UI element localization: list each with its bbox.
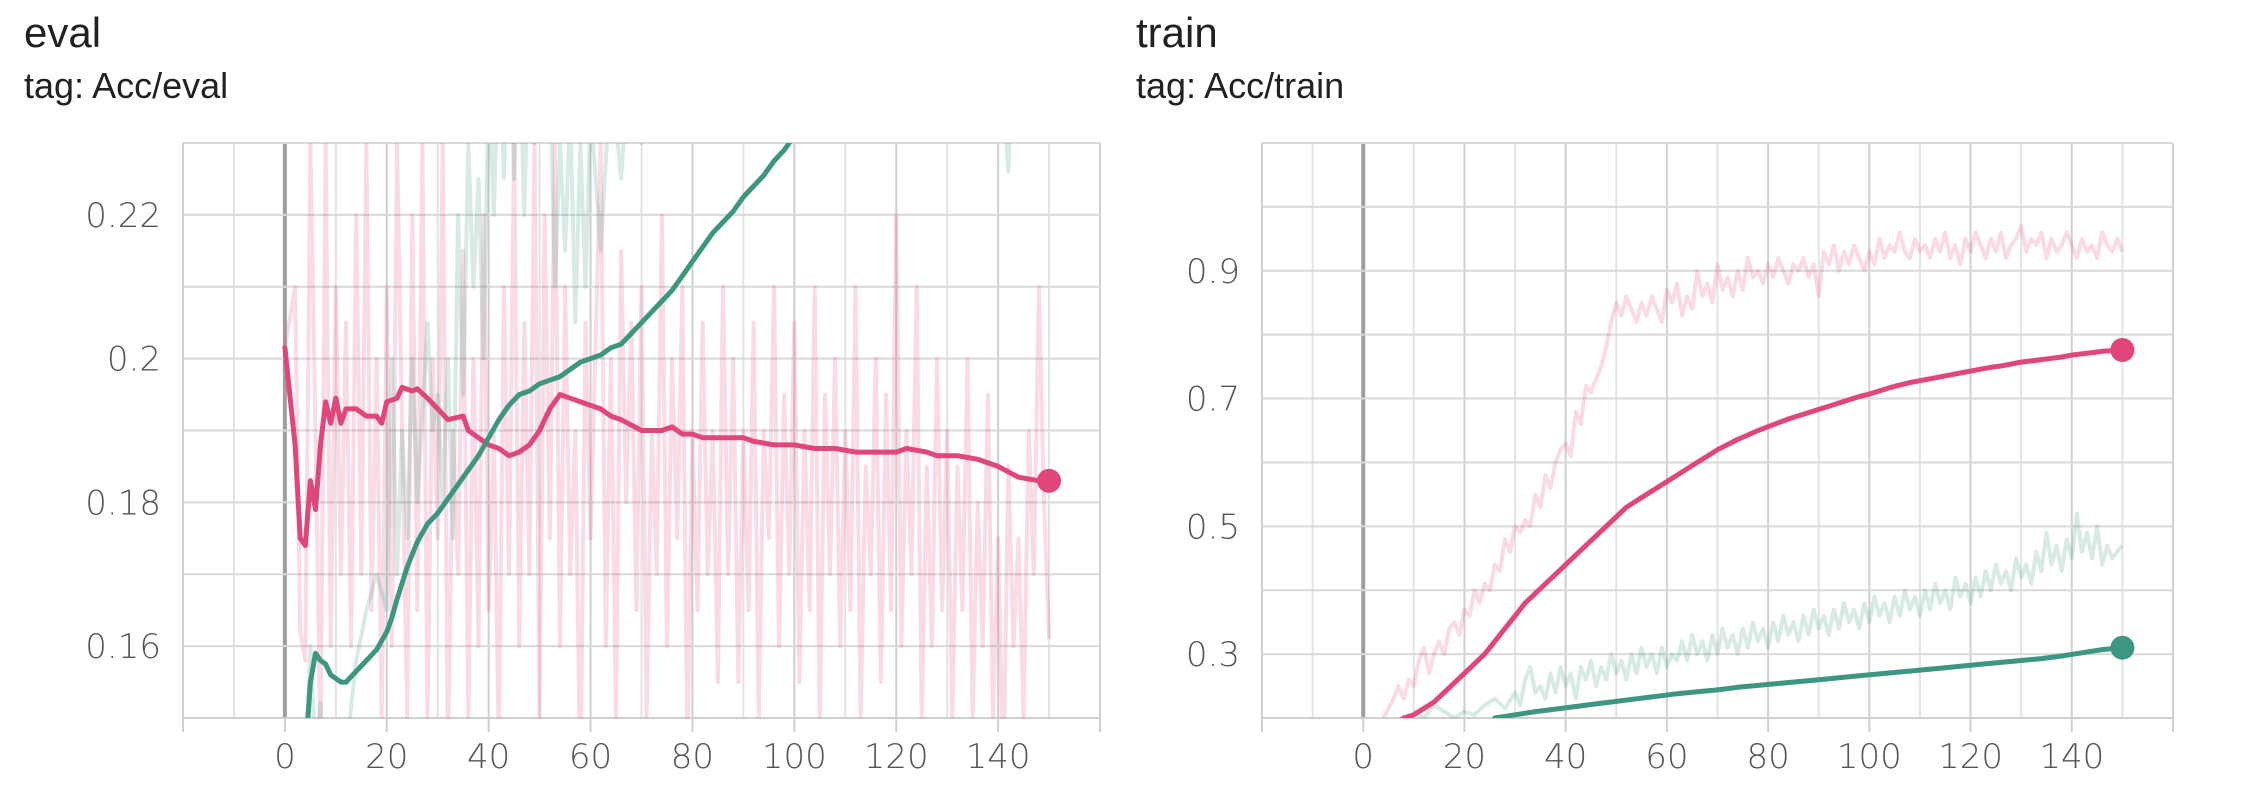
y-tick-label: 0.3	[1186, 635, 1240, 675]
x-tick-label: 120	[864, 737, 929, 777]
chart-title: eval	[24, 9, 102, 56]
chart-plot-eval[interactable]: 0 20 40 60 80 100 120 140 0.16 0.18 0.2 0.22	[0, 0, 1123, 803]
chart-title: train	[1136, 9, 1218, 56]
series-raw-line	[282, 143, 1052, 718]
chart-subtitle: tag: Acc/eval	[24, 65, 229, 106]
chart-panel-eval: eval tag: Acc/eval 0 20 40 60 80 100 120 140 0.1…	[0, 0, 1123, 803]
y-tick-label: 0.5	[1186, 507, 1240, 547]
x-tick-label: 80	[1746, 737, 1789, 777]
x-tick-label: 40	[1544, 737, 1587, 777]
x-tick-label: 100	[1837, 737, 1902, 777]
series-end-point	[2110, 338, 2135, 362]
series-raw-line	[305, 143, 1012, 718]
x-tick-label: 40	[467, 737, 510, 777]
plot-area	[1381, 224, 2125, 718]
x-tick-label: 140	[966, 737, 1031, 777]
y-tick-label: 0.22	[85, 196, 161, 236]
series-raw-line	[1412, 511, 2124, 718]
y-tick-label: 0.16	[85, 627, 161, 667]
series-end-point	[1037, 468, 1062, 493]
series-line	[1492, 645, 2125, 718]
x-tick-label: 60	[569, 737, 612, 777]
grid	[1261, 142, 2174, 732]
series-raw-line	[1381, 224, 2125, 718]
plot-area	[282, 143, 1052, 718]
chart-panel-train: train tag: Acc/train 0 20 40 60 80 100 120 140 0…	[1123, 0, 2246, 803]
x-tick-label: 20	[1443, 737, 1486, 777]
y-tick-label: 0.18	[85, 483, 161, 523]
y-tick-label: 0.2	[107, 340, 161, 380]
x-tick-label: 140	[2039, 737, 2104, 777]
series-end-point	[2110, 635, 2135, 660]
x-tick-label: 60	[1645, 737, 1688, 777]
x-tick-label: 120	[1938, 737, 2003, 777]
chart-subtitle: tag: Acc/train	[1136, 65, 1345, 106]
x-tick-label: 0	[1352, 737, 1374, 777]
x-tick-label: 100	[762, 737, 827, 777]
x-tick-label: 80	[671, 737, 714, 777]
series-line	[1399, 347, 2125, 718]
chart-plot-train[interactable]: 0 20 40 60 80 100 120 140 0.3 0.5 0.7 0.9	[1123, 0, 2246, 803]
series-line	[305, 143, 793, 718]
series-line	[282, 345, 1052, 548]
x-tick-label: 0	[274, 737, 296, 777]
y-tick-label: 0.9	[1186, 252, 1240, 292]
y-tick-label: 0.7	[1186, 380, 1240, 420]
x-tick-label: 20	[365, 737, 408, 777]
